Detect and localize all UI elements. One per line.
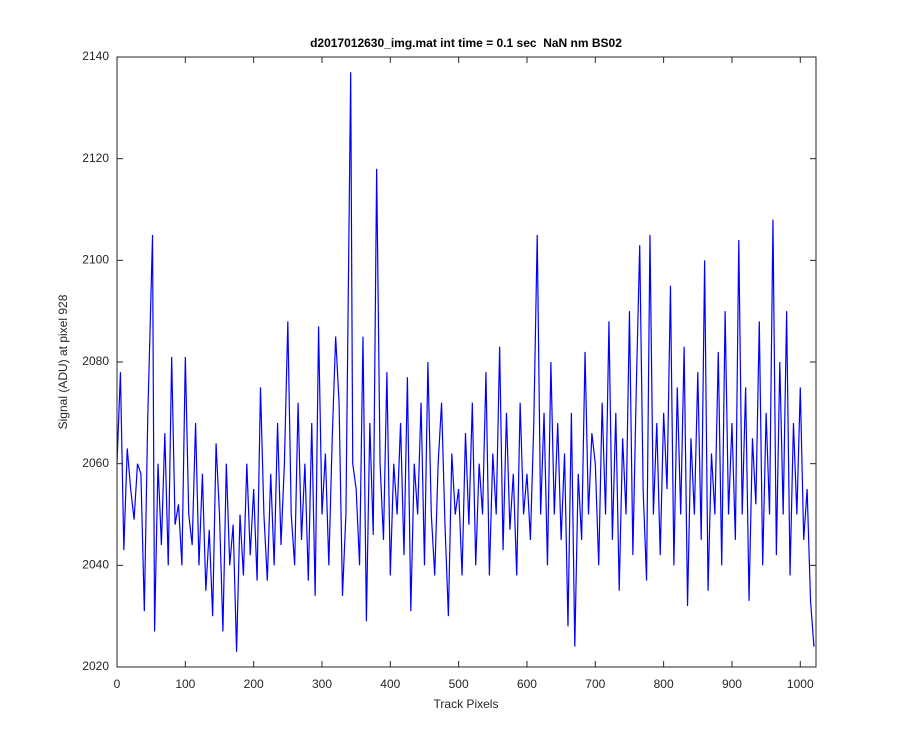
x-axis-label: Track Pixels — [434, 697, 499, 711]
y-axis-label: Signal (ADU) at pixel 928 — [56, 294, 70, 429]
x-tick-label: 500 — [449, 677, 469, 691]
y-tick-label: 2080 — [82, 354, 109, 368]
y-tick-label: 2120 — [82, 151, 109, 165]
data-line — [116, 72, 815, 652]
y-tick-label: 2140 — [82, 49, 109, 63]
x-tick-label: 1000 — [787, 677, 814, 691]
x-tick-label: 200 — [244, 677, 264, 691]
x-tick-label: 400 — [380, 677, 400, 691]
y-tick-label: 2020 — [82, 659, 109, 673]
y-tick-label: 2040 — [82, 558, 109, 572]
x-tick-label: 700 — [585, 677, 605, 691]
y-tick-label: 2060 — [82, 456, 109, 470]
x-tick-label: 300 — [312, 677, 332, 691]
x-tick-label: 900 — [722, 677, 742, 691]
x-tick-label: 100 — [175, 677, 195, 691]
x-tick-label: 600 — [517, 677, 537, 691]
chart-title: d2017012630_img.mat int time = 0.1 sec N… — [310, 36, 622, 50]
y-tick-label: 2100 — [82, 253, 109, 267]
x-tick-label: 0 — [114, 677, 121, 691]
x-tick-label: 800 — [654, 677, 674, 691]
